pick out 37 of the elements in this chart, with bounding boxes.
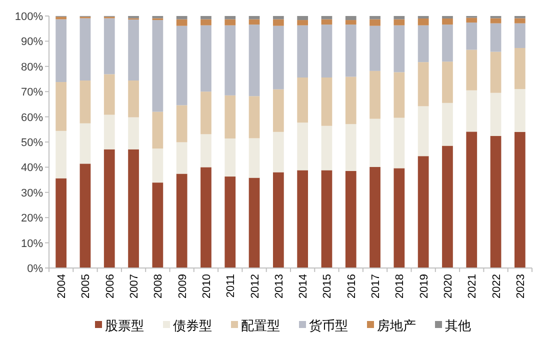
y-tick-label: 10%: [20, 238, 44, 250]
legend-label: 配置型: [241, 318, 280, 333]
x-tick-label: 2004: [56, 274, 68, 298]
x-tick-label: 2005: [80, 274, 92, 298]
x-tick-label: 2020: [442, 274, 454, 298]
legend-label: 债券型: [173, 318, 212, 333]
x-tick-label: 2013: [273, 274, 286, 298]
x-tick-label: 2016: [346, 274, 358, 298]
y-tick-label: 60%: [20, 112, 44, 124]
y-tick-label: 100%: [14, 11, 44, 23]
legend-label: 货币型: [309, 318, 348, 333]
x-tick-label: 2008: [152, 274, 165, 298]
x-tick-label: 2022: [490, 274, 503, 298]
x-tick-label: 2007: [128, 274, 141, 298]
x-tick-label: 2021: [466, 274, 479, 298]
legend-label: 房地产: [377, 318, 416, 333]
y-tick-label: 20%: [20, 212, 44, 225]
x-tick-label: 2011: [225, 274, 238, 298]
x-tick-label: 2018: [394, 274, 406, 298]
y-tick-label: 70%: [20, 86, 44, 99]
x-tick-label: 2012: [249, 274, 262, 298]
y-tick-label: 90%: [20, 36, 44, 48]
y-tick-label: 0%: [27, 263, 44, 275]
x-tick-label: 2023: [514, 274, 527, 298]
x-tick-label: 2019: [418, 274, 430, 298]
y-tick-label: 50%: [20, 137, 44, 149]
legend-label: 其他: [445, 318, 471, 333]
x-tick-label: 2015: [322, 274, 334, 298]
legend-label: 股票型: [105, 318, 144, 333]
x-tick-label: 2017: [370, 274, 382, 298]
y-tick-label: 30%: [20, 187, 44, 200]
x-tick-label: 2006: [104, 274, 116, 298]
y-tick-label: 80%: [20, 61, 44, 74]
x-tick-label: 2014: [298, 274, 310, 298]
y-tick-label: 40%: [20, 162, 44, 174]
x-tick-label: 2010: [200, 274, 213, 298]
x-tick-label: 2009: [176, 274, 189, 298]
